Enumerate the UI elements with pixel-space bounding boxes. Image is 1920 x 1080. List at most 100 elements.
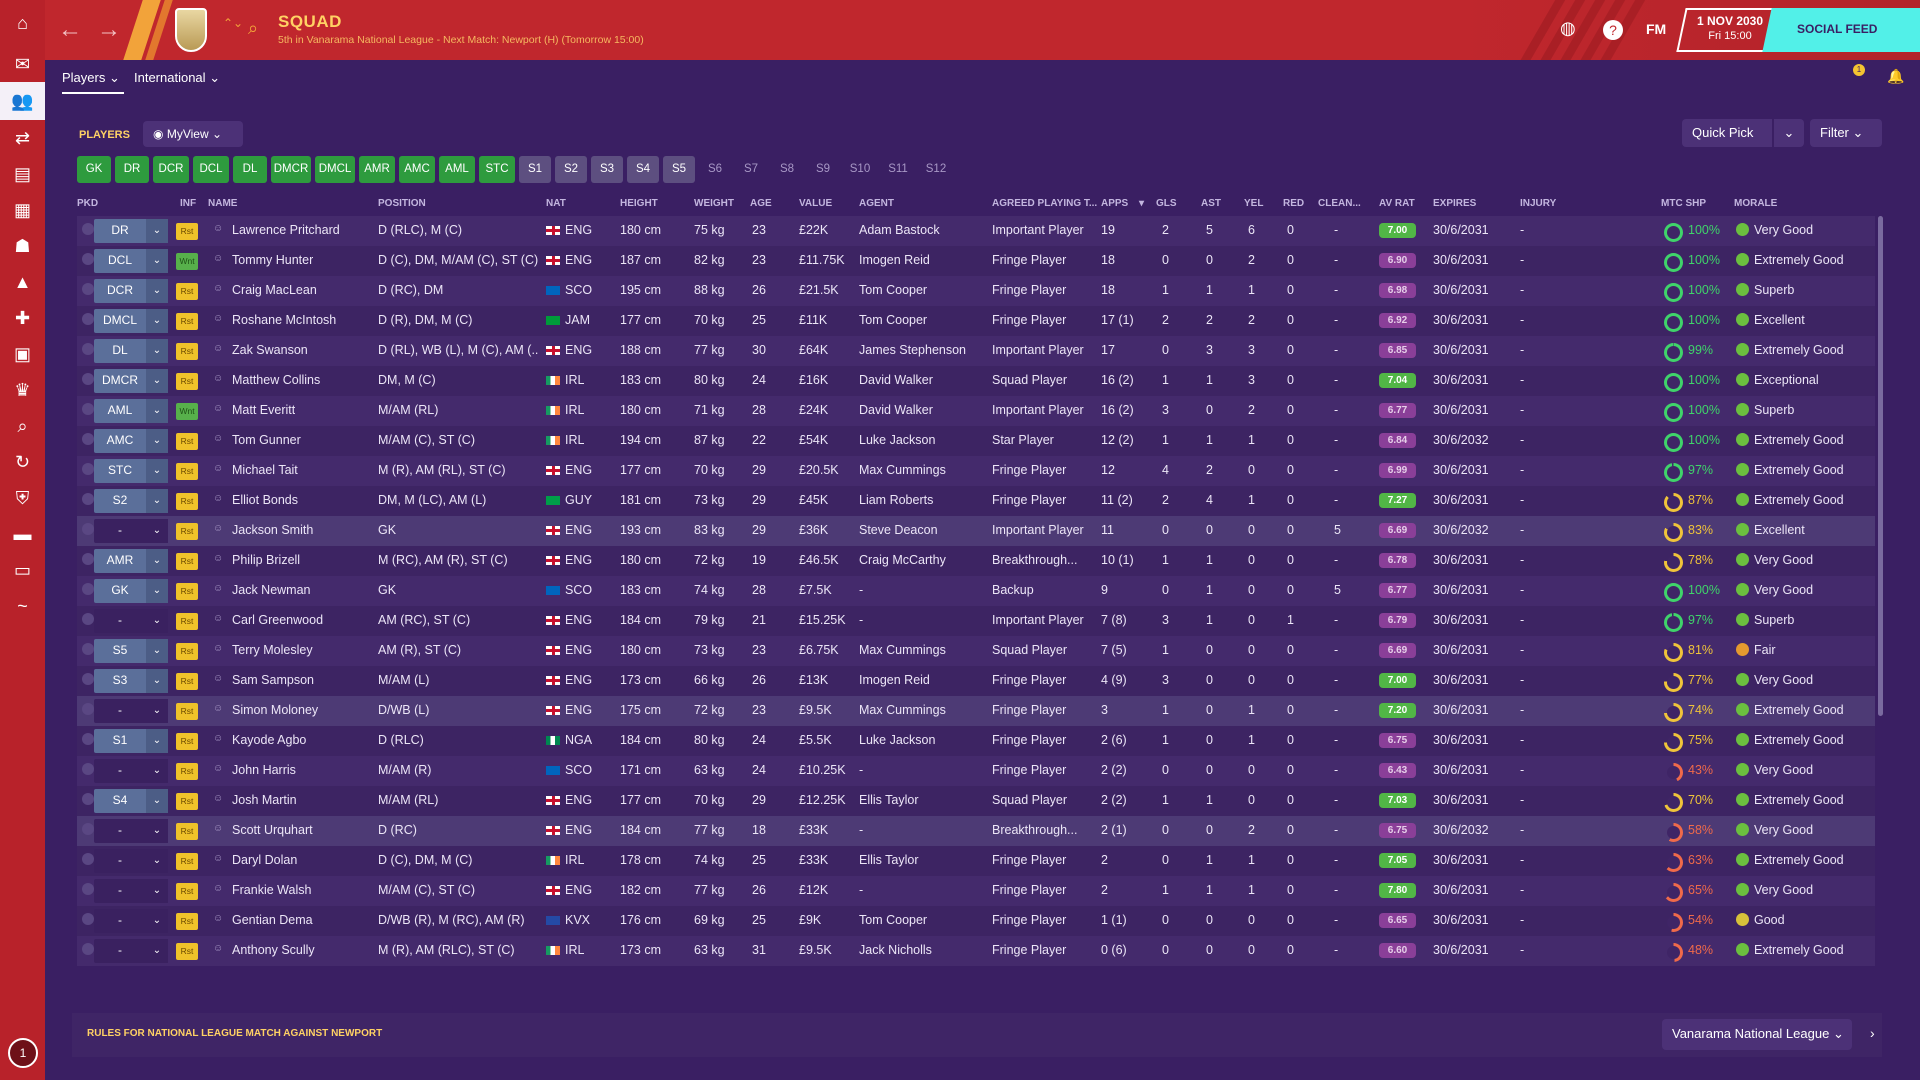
- col-gls[interactable]: GLS: [1156, 198, 1177, 209]
- chip-dr[interactable]: DR: [115, 156, 149, 183]
- selection-dropdown[interactable]: GK ⌄: [94, 579, 168, 603]
- table-row[interactable]: STC ⌄ Rst ☺ Michael Tait M (R), AM (RL), ST (…: [77, 456, 1875, 486]
- chip-s1[interactable]: S1: [519, 156, 551, 183]
- table-row[interactable]: - ⌄ Rst ☺ John Harris M/AM (R) 171 cm 63 kg 24 £1…: [77, 756, 1875, 786]
- search-icon[interactable]: ⌕: [248, 18, 259, 38]
- cell-name[interactable]: Scott Urquhart: [232, 823, 313, 837]
- table-row[interactable]: - ⌄ Rst ☺ Scott Urquhart D (RC) 184 cm 77 kg 18 £…: [77, 816, 1875, 846]
- cell-name[interactable]: Philip Brizell: [232, 553, 301, 567]
- selection-dropdown[interactable]: - ⌄: [94, 939, 168, 963]
- selection-dropdown[interactable]: S4 ⌄: [94, 789, 168, 813]
- pick-checkbox[interactable]: [82, 553, 94, 565]
- selection-dropdown[interactable]: DR ⌄: [94, 219, 168, 243]
- pick-checkbox[interactable]: [82, 823, 94, 835]
- match-rules-link[interactable]: RULES FOR NATIONAL LEAGUE MATCH AGAINST …: [87, 1028, 383, 1039]
- chevron-right-icon[interactable]: ›: [1870, 1025, 1875, 1041]
- home-icon[interactable]: ⌂: [17, 12, 28, 33]
- chip-s7[interactable]: S7: [743, 163, 759, 175]
- help-icon[interactable]: ?: [1603, 20, 1623, 40]
- col-name[interactable]: NAME: [208, 198, 238, 209]
- pick-checkbox[interactable]: [82, 733, 94, 745]
- globe-icon[interactable]: ◍: [1560, 18, 1576, 38]
- pick-checkbox[interactable]: [82, 403, 94, 415]
- cell-name[interactable]: Gentian Dema: [232, 913, 313, 927]
- cell-name[interactable]: John Harris: [232, 763, 296, 777]
- chip-s4[interactable]: S4: [627, 156, 659, 183]
- pick-checkbox[interactable]: [82, 523, 94, 535]
- table-row[interactable]: DR ⌄ Rst ☺ Lawrence Pritchard D (RLC), M (C) 1…: [77, 216, 1875, 246]
- table-row[interactable]: S2 ⌄ Rst ☺ Elliot Bonds DM, M (LC), AM (L) 181…: [77, 486, 1875, 516]
- col-weight[interactable]: WEIGHT: [694, 198, 734, 209]
- pick-checkbox[interactable]: [82, 883, 94, 895]
- league-selector[interactable]: Vanarama National League ⌄: [1662, 1019, 1852, 1050]
- chip-amr[interactable]: AMR: [359, 156, 395, 183]
- table-row[interactable]: - ⌄ Rst ☺ Daryl Dolan D (C), DM, M (C) 178 cm 7…: [77, 846, 1875, 876]
- pick-checkbox[interactable]: [82, 253, 94, 265]
- col-yel[interactable]: YEL: [1244, 198, 1264, 209]
- chip-s3[interactable]: S3: [591, 156, 623, 183]
- table-scrollbar[interactable]: [1878, 216, 1883, 716]
- back-arrow-icon[interactable]: ←: [58, 16, 82, 43]
- table-row[interactable]: - ⌄ Rst ☺ Gentian Dema D/WB (R), M (RC), AM (…: [77, 906, 1875, 936]
- chip-dcl[interactable]: DCL: [193, 156, 229, 183]
- table-row[interactable]: GK ⌄ Rst ☺ Jack Newman GK 183 cm 74 kg 28 £7.5K - B…: [77, 576, 1875, 606]
- table-row[interactable]: - ⌄ Rst ☺ Frankie Walsh M/AM (C), ST (C) 182 c…: [77, 876, 1875, 906]
- squad-icon[interactable]: 👥: [0, 82, 45, 120]
- cell-name[interactable]: Matt Everitt: [232, 403, 296, 417]
- pick-checkbox[interactable]: [82, 613, 94, 625]
- table-row[interactable]: AMR ⌄ Rst ☺ Philip Brizell M (RC), AM (R), ST…: [77, 546, 1875, 576]
- pick-checkbox[interactable]: [82, 583, 94, 595]
- chip-s6[interactable]: S6: [707, 163, 723, 175]
- col-height[interactable]: HEIGHT: [620, 198, 658, 209]
- table-row[interactable]: S1 ⌄ Rst ☺ Kayode Agbo D (RLC) 184 cm 80 kg 24 £5…: [77, 726, 1875, 756]
- table-row[interactable]: DCR ⌄ Rst ☺ Craig MacLean D (RC), DM 195 cm 88 …: [77, 276, 1875, 306]
- tab-players[interactable]: Players ⌄: [62, 70, 120, 86]
- quick-pick-button[interactable]: Quick Pick: [1682, 119, 1772, 147]
- schedule-icon[interactable]: ▣: [13, 343, 31, 364]
- chip-dmcl[interactable]: DMCL: [315, 156, 355, 183]
- cell-name[interactable]: Matthew Collins: [232, 373, 321, 387]
- pick-checkbox[interactable]: [82, 853, 94, 865]
- pick-checkbox[interactable]: [82, 763, 94, 775]
- table-row[interactable]: S4 ⌄ Rst ☺ Josh Martin M/AM (RL) 177 cm 70 kg 29…: [77, 786, 1875, 816]
- col-pkd[interactable]: PKD: [77, 198, 99, 209]
- chip-stc[interactable]: STC: [479, 156, 515, 183]
- medical-icon[interactable]: ✚: [14, 307, 31, 328]
- chip-gk[interactable]: GK: [77, 156, 111, 183]
- col-morale[interactable]: MORALE: [1734, 198, 1778, 209]
- table-row[interactable]: S5 ⌄ Rst ☺ Terry Molesley AM (R), ST (C) 180 c…: [77, 636, 1875, 666]
- cell-name[interactable]: Craig MacLean: [232, 283, 317, 297]
- staff-icon[interactable]: ▤: [13, 163, 31, 184]
- cell-name[interactable]: Kayode Agbo: [232, 733, 307, 747]
- view-selector[interactable]: ◉ MyView ⌄: [143, 121, 243, 147]
- table-row[interactable]: DCL ⌄ Wnt ☺ Tommy Hunter D (C), DM, M/AM (C),…: [77, 246, 1875, 276]
- col-av-rat[interactable]: AV RAT: [1379, 198, 1415, 209]
- chip-s12[interactable]: S12: [925, 163, 947, 175]
- chip-amc[interactable]: AMC: [399, 156, 435, 183]
- selection-dropdown[interactable]: - ⌄: [94, 879, 168, 903]
- cell-name[interactable]: Michael Tait: [232, 463, 298, 477]
- pick-checkbox[interactable]: [82, 913, 94, 925]
- selection-dropdown[interactable]: DL ⌄: [94, 339, 168, 363]
- col-ast[interactable]: AST: [1201, 198, 1221, 209]
- selection-dropdown[interactable]: - ⌄: [94, 849, 168, 873]
- cell-name[interactable]: Roshane McIntosh: [232, 313, 337, 327]
- chip-s5[interactable]: S5: [663, 156, 695, 183]
- dev-centre-icon[interactable]: ▭: [13, 559, 31, 580]
- cell-name[interactable]: Sam Sampson: [232, 673, 314, 687]
- club-crest-icon[interactable]: [175, 8, 207, 52]
- bell-icon[interactable]: 🔔: [1887, 68, 1905, 84]
- cell-name[interactable]: Josh Martin: [232, 793, 297, 807]
- col-expires[interactable]: EXPIRES: [1433, 198, 1477, 209]
- chip-s10[interactable]: S10: [849, 163, 871, 175]
- col-age[interactable]: AGE: [750, 198, 772, 209]
- pick-checkbox[interactable]: [82, 793, 94, 805]
- pick-checkbox[interactable]: [82, 373, 94, 385]
- chip-aml[interactable]: AML: [439, 156, 475, 183]
- pick-checkbox[interactable]: [82, 703, 94, 715]
- team-report-icon[interactable]: ☗: [14, 235, 31, 256]
- cell-name[interactable]: Jackson Smith: [232, 523, 314, 537]
- selection-dropdown[interactable]: AMR ⌄: [94, 549, 168, 573]
- selection-dropdown[interactable]: - ⌄: [94, 759, 168, 783]
- cell-name[interactable]: Elliot Bonds: [232, 493, 299, 507]
